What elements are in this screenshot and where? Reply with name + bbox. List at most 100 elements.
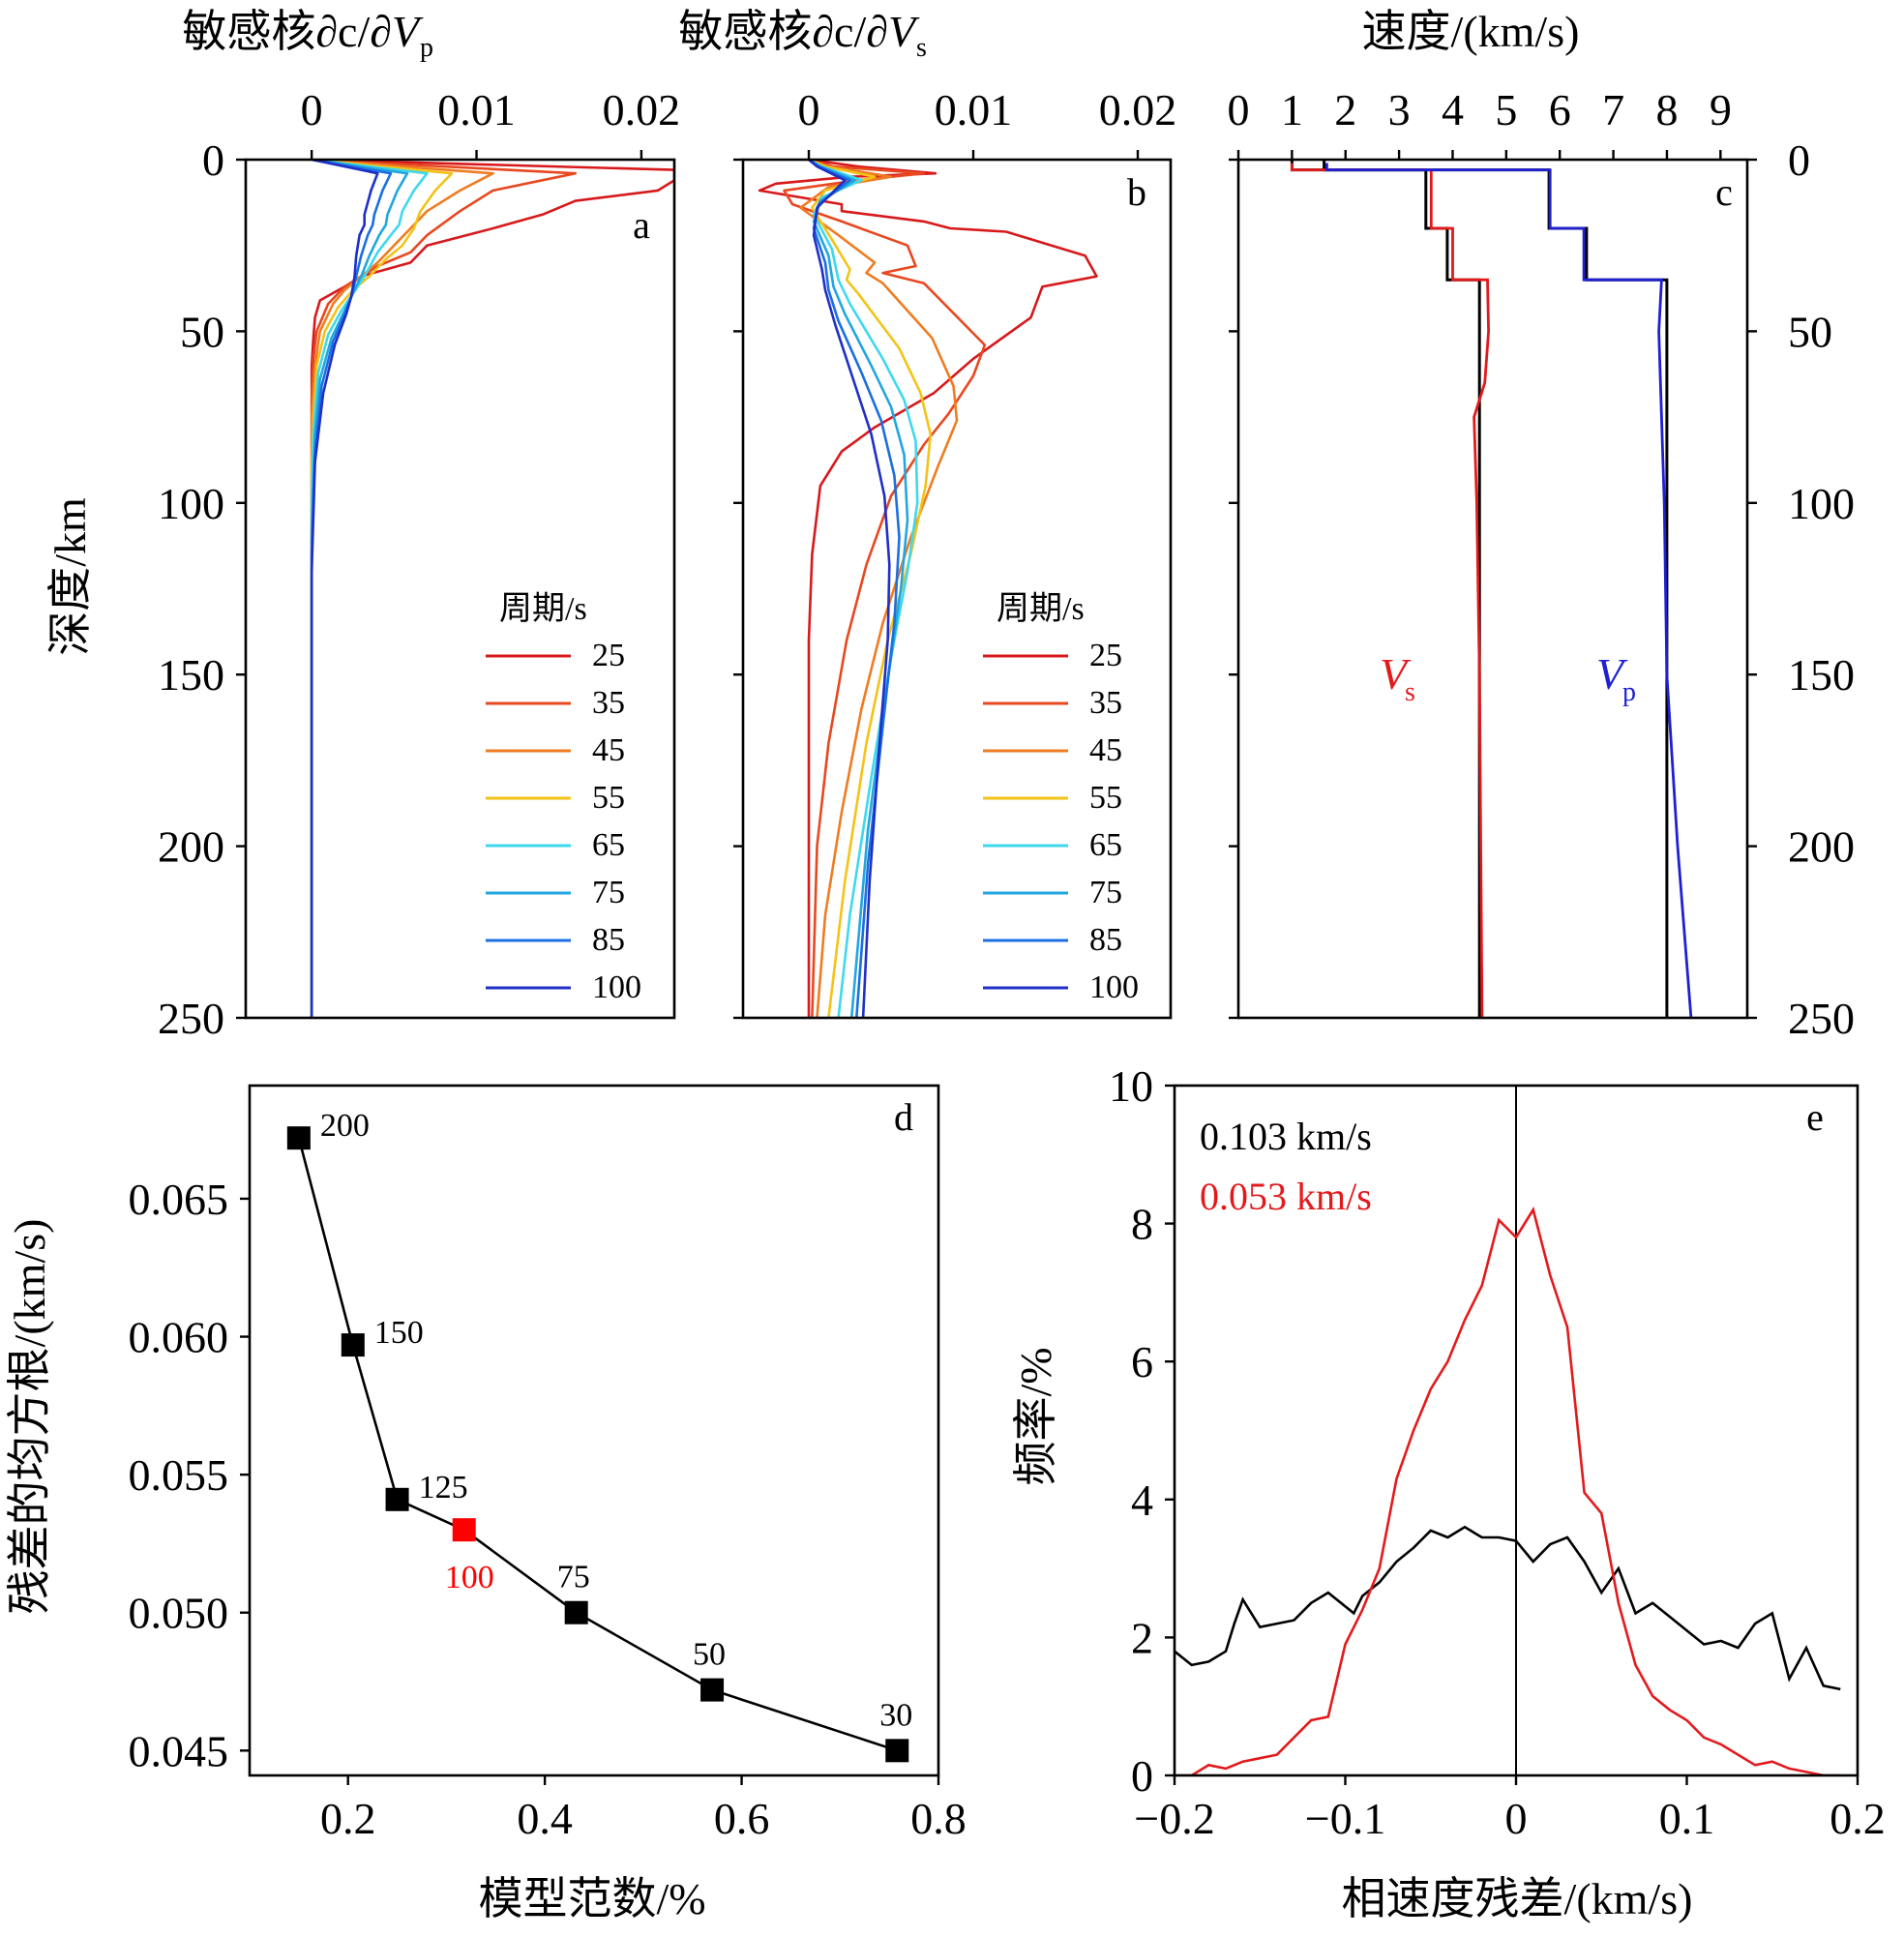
panel-a-frame [244,158,676,1020]
kernel-curve-a-25 [310,160,674,1018]
kernel-curve-a-65 [310,160,429,1018]
panel-b-xtick-label: 0.02 [1099,85,1177,134]
panel-e-xtick-label: 0 [1505,1794,1528,1843]
panel-c-xtick-label: 1 [1281,85,1303,134]
tradeoff-label-30: 30 [879,1697,912,1733]
rms-black-label: 0.103 km/s [1200,1115,1372,1158]
panel-d-ytick-label: 0.065 [129,1175,229,1224]
panel-d-letter: d [894,1095,913,1139]
panel-c-title: 速度/(km/s) [1362,7,1580,56]
panel-c-xtick-label: 8 [1655,85,1678,134]
panel-e-xtick-label: 0.1 [1659,1794,1715,1843]
panel-c-ytick-label: 250 [1788,994,1855,1043]
panel-b-xtick-label: 0 [798,85,820,134]
panel-e-ytick-label: 0 [1131,1751,1153,1801]
panel-a-xtick-label: 0 [301,85,323,134]
panel-a: 0 0.01 0.02 0 50 100 150 200 250 周期/s25 35 45 55 65 75… [158,85,680,1043]
kernel-curve-a-45 [310,160,494,1018]
panel-a-title: 敏感核∂c/∂ [182,7,392,56]
panel-e-xtick-label: −0.2 [1134,1794,1214,1843]
panel-d-frame [248,1084,940,1777]
panel-d-ylabel: 残差的均方根/(km/s) [5,1219,54,1615]
panel-c-xtick-label: 4 [1442,85,1464,134]
panel-c-xtick-label: 7 [1602,85,1624,134]
tradeoff-marker-75 [564,1600,588,1624]
panel-b-frame [741,158,1173,1020]
panel-c-xtick-label: 9 [1710,85,1732,134]
legend-label-b-85: 85 [1089,922,1122,958]
panel-d-xtick-label: 0.6 [714,1794,770,1843]
legend-label-a-100: 100 [592,969,641,1005]
tradeoff-label-125: 125 [419,1470,468,1505]
panel-b-xtick-label: 0.01 [935,85,1013,134]
legend-label-b-100: 100 [1089,969,1139,1005]
kernel-curve-b-25 [758,160,1098,1018]
panel-e-ytick-label: 8 [1131,1200,1153,1249]
panel-a-ytick-label: 200 [158,822,224,872]
vs-curve-label-var: V [1380,649,1412,699]
legend-label-b-25: 25 [1089,638,1122,673]
vp-reference-curve [1323,160,1669,1018]
legend-label-a-35: 35 [592,685,625,721]
tradeoff-marker-200 [286,1126,311,1150]
panel-a-ytick-label: 100 [158,479,224,528]
legend-label-b-55: 55 [1089,780,1122,816]
panel-b-legend-title: 周期/s [997,591,1085,627]
kernel-curve-a-85 [310,160,393,1018]
kernel-curve-a-75 [310,160,409,1018]
legend-label-a-85: 85 [592,922,625,958]
tradeoff-marker-150 [341,1333,365,1357]
panel-c-xtick-label: 0 [1228,85,1250,134]
panel-e-xtick-label: 0.2 [1830,1794,1886,1843]
panel-b-title-var: V [888,7,920,56]
vp-curve [1325,163,1693,1019]
legend-label-b-45: 45 [1089,732,1122,768]
panel-a-xtick-label: 0.01 [437,85,516,134]
panel-e-xlabel: 相速度残差/(km/s) [1342,1874,1693,1923]
panel-b-letter: b [1127,170,1146,214]
tradeoff-curve [297,1137,898,1752]
legend-label-a-75: 75 [592,875,625,910]
panel-a-title-var: V [392,7,424,56]
tradeoff-label-200: 200 [320,1108,370,1144]
panel-b: 0 0.01 0.02 周期/s25 35 45 55 65 75 85 100 [733,85,1177,1020]
panel-a-title-sub: p [420,33,433,63]
tradeoff-label-100: 100 [445,1560,494,1595]
vp-curve-label-sub: p [1622,677,1636,707]
tradeoff-marker-100 [452,1518,476,1542]
tradeoff-label-50: 50 [693,1637,726,1673]
panel-e: −0.2 −0.1 0 0.1 0.2 0 2 4 6 8 10 [1109,1061,1886,1843]
panel-c-xtick-label: 5 [1495,85,1517,134]
panel-d-xtick-label: 0.2 [320,1794,376,1843]
vs-reference-curve [1290,160,1481,1018]
panel-e-series-group [1175,1207,1841,1775]
kernel-curve-b-45 [799,160,959,1018]
panel-a-series-group [310,160,674,1018]
panel-c-frame [1236,158,1749,1020]
panel-a-xtick-label: 0.02 [603,85,681,134]
panel-c-xtick-label: 6 [1549,85,1571,134]
kernel-curve-b-100 [808,160,891,1018]
legend-label-a-55: 55 [592,780,625,816]
panel-e-letter: e [1806,1095,1824,1139]
panel-d-ytick-label: 0.050 [129,1589,229,1638]
legend-label-a-65: 65 [592,827,625,863]
vs-curve [1291,163,1491,1019]
kernel-curve-a-100 [310,160,379,1018]
legend-label-b-75: 75 [1089,875,1122,910]
panel-c-ytick-label: 50 [1788,307,1832,356]
panel-d-ytick-label: 0.055 [129,1450,229,1500]
kernel-curve-b-55 [808,160,933,1018]
tradeoff-marker-125 [385,1487,409,1511]
panel-e-ytick-label: 4 [1131,1475,1153,1525]
panel-c-xtick-label: 3 [1388,85,1411,134]
panel-d-ytick-label: 0.045 [129,1726,229,1775]
legend-label-b-35: 35 [1089,685,1122,721]
panel-a-letter: a [633,203,650,247]
panel-c-ytick-label: 0 [1788,135,1810,185]
legend-label-a-25: 25 [592,638,625,673]
panel-a-legend-title: 周期/s [499,591,587,627]
kernel-curve-b-35 [783,160,987,1018]
